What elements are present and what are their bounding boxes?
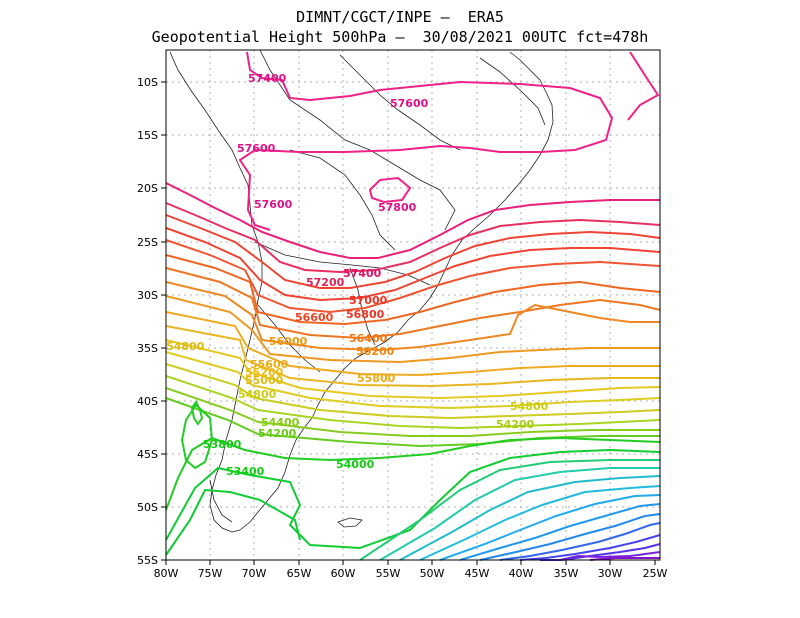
contour-label: 57800 [378, 201, 417, 214]
lon-label: 70W [242, 567, 267, 580]
lon-labels: 80W 75W 70W 65W 60W 55W 50W 45W 40W 35W … [154, 567, 668, 580]
contour-label: 57400 [343, 267, 382, 280]
lon-label: 35W [554, 567, 579, 580]
contour-label: 55800 [357, 372, 396, 385]
contour-label: 57200 [306, 276, 345, 289]
lon-label: 65W [287, 567, 312, 580]
contour-label: 55200 [245, 366, 284, 379]
lon-label: 50W [420, 567, 445, 580]
lat-label: 40S [137, 395, 158, 408]
lon-label: 25W [643, 567, 668, 580]
contour-label: 54800 [510, 400, 549, 413]
contour-label: 55600 [250, 358, 289, 371]
lat-label: 50S [137, 501, 158, 514]
lat-label: 10S [137, 76, 158, 89]
map-frame [165, 49, 661, 561]
gridlines [166, 50, 660, 560]
lon-label: 55W [376, 567, 401, 580]
contour-label: 57400 [248, 72, 287, 85]
contour-label: 56000 [269, 335, 308, 348]
contour-label: 54000 [336, 458, 375, 471]
lat-labels: 10S 15S 20S 25S 30S 35S 40S 45S 50S 55S [137, 76, 158, 567]
contour-labels: 57400 57600 57600 57600 57800 57400 5720… [166, 72, 549, 478]
lon-label: 60W [331, 567, 356, 580]
lon-label: 75W [198, 567, 223, 580]
lat-label: 25S [137, 236, 158, 249]
contour-label: 57600 [390, 97, 429, 110]
contour-label: 54200 [258, 427, 297, 440]
lon-label: 45W [465, 567, 490, 580]
tick-marks [161, 81, 656, 565]
contours [165, 51, 661, 561]
contour-label: 53400 [226, 465, 265, 478]
lat-label: 35S [137, 342, 158, 355]
contour-label: 54800 [166, 340, 205, 353]
lat-label: 45S [137, 448, 158, 461]
lat-label: 55S [137, 554, 158, 567]
contour-label: 57000 [349, 294, 388, 307]
contour-label: 54200 [496, 418, 535, 431]
title-line-1: DIMNT/CGCT/INPE – ERA5 [296, 8, 504, 26]
title-line-2: Geopotential Height 500hPa – 30/08/2021 … [151, 28, 649, 46]
lon-label: 80W [154, 567, 179, 580]
lat-label: 20S [137, 182, 158, 195]
contour-label: 54800 [238, 388, 277, 401]
contour-label: 56200 [356, 345, 395, 358]
lat-label: 15S [137, 129, 158, 142]
contour-label: 55000 [245, 374, 284, 387]
lat-label: 30S [137, 289, 158, 302]
contour-label: 56800 [346, 308, 385, 321]
contour-label: 57600 [237, 142, 276, 155]
contour-label: 56600 [295, 311, 334, 324]
lon-label: 40W [509, 567, 534, 580]
lon-label: 30W [598, 567, 623, 580]
contour-label: 56400 [349, 332, 388, 345]
contour-label: 54400 [261, 416, 300, 429]
contour-label: 57600 [254, 198, 293, 211]
contour-label: 53800 [203, 438, 242, 451]
